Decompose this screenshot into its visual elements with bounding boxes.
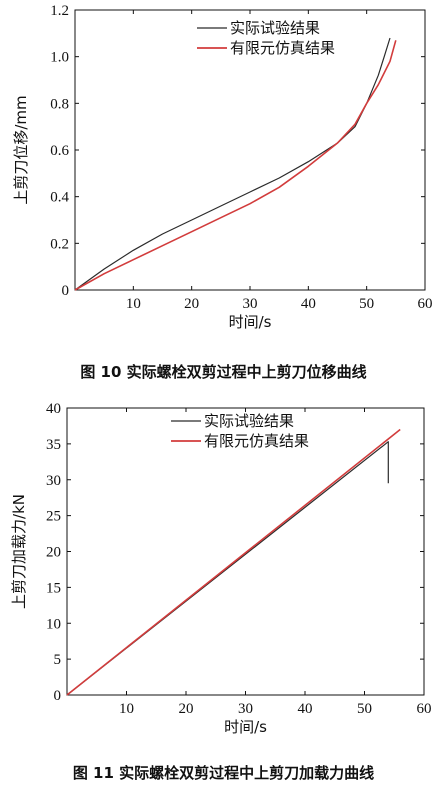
x-tick-label: 10 [126, 296, 141, 312]
x-tick-label: 40 [298, 701, 313, 717]
y-tick-label: 0.6 [50, 143, 69, 159]
legend-label-1: 实际试验结果 [230, 19, 320, 37]
y-axis-label: 上剪刀位移/mm [12, 95, 30, 204]
y-tick-label: 1.2 [50, 3, 69, 19]
y-tick-label: 20 [46, 545, 61, 561]
y-tick-label: 0.2 [50, 236, 69, 252]
y-tick-label: 5 [54, 652, 62, 668]
series-line-2 [66, 428, 401, 696]
chart-1: 0 0.2 0.4 0.6 0.8 1.0 1.2 10 20 30 40 50 60 时间/s 上剪刀位移… [12, 3, 433, 331]
y-tick-label: 0 [54, 688, 62, 704]
figure-10-caption: 图 10 实际螺栓双剪过程中上剪刀位移曲线 [80, 363, 367, 381]
x-axis-label: 时间/s [224, 718, 267, 736]
legend-label-2: 有限元仿真结果 [230, 39, 335, 57]
x-tick-label: 30 [243, 296, 258, 312]
x-tick-label: 30 [238, 701, 253, 717]
y-tick-label: 15 [46, 580, 61, 596]
x-tick-label: 20 [184, 296, 199, 312]
chart-2: 0 5 10 15 20 25 30 35 40 10 20 30 40 50 60 时间/s 上剪刀加载力/k… [10, 401, 432, 736]
x-tick-label: 20 [179, 701, 194, 717]
legend-label-1: 实际试验结果 [204, 412, 294, 430]
x-tick-label: 40 [301, 296, 316, 312]
y-tick-label: 0 [62, 283, 70, 299]
x-tick-label: 50 [359, 296, 374, 312]
y-tick-label: 40 [46, 401, 61, 417]
x-tick-label: 50 [357, 701, 372, 717]
series-line-1 [74, 37, 391, 291]
x-axis-label: 时间/s [229, 313, 272, 331]
figure-11-caption: 图 11 实际螺栓双剪过程中上剪刀加载力曲线 [72, 764, 375, 782]
legend-label-2: 有限元仿真结果 [204, 432, 309, 450]
y-tick-label: 0.4 [50, 190, 69, 206]
y-tick-label: 1.0 [50, 50, 69, 66]
series-line-2 [74, 40, 397, 291]
y-tick-label: 10 [46, 616, 61, 632]
y-tick-label: 0.8 [50, 96, 69, 112]
y-tick-label: 30 [46, 473, 61, 489]
x-tick-label: 60 [417, 701, 432, 717]
y-tick-label: 35 [46, 437, 61, 453]
y-tick-label: 25 [46, 509, 61, 525]
y-axis-label: 上剪刀加载力/kN [10, 494, 28, 609]
x-tick-label: 10 [119, 701, 134, 717]
x-tick-label: 60 [418, 296, 433, 312]
